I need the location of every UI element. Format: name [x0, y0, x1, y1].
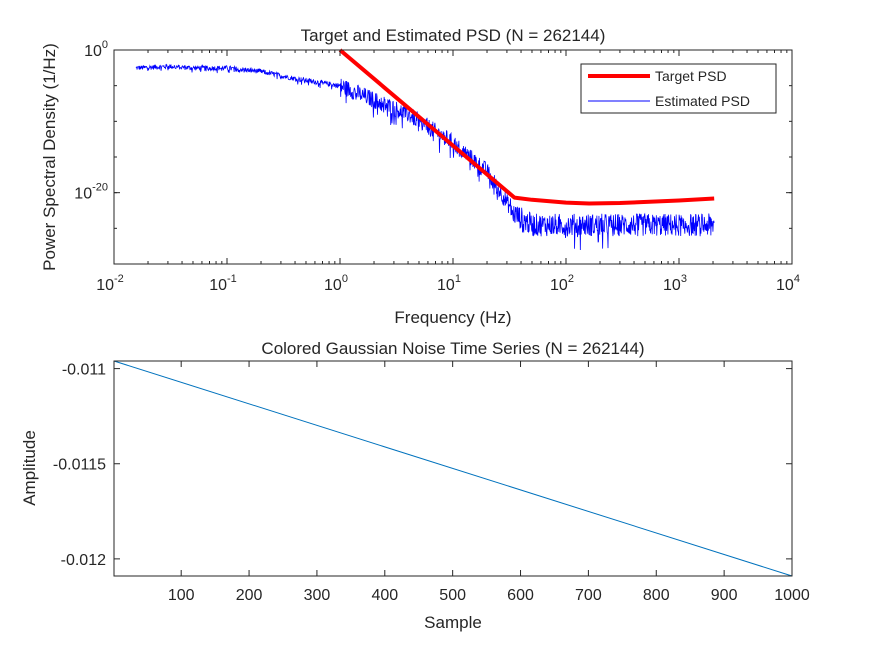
- psd-xtick-label: 10-2: [96, 273, 124, 294]
- psd-xtick-base: 10: [776, 277, 794, 294]
- timeseries-line: [113, 360, 793, 577]
- psd-marks: [135, 48, 715, 250]
- psd-xtick-base: 10: [324, 277, 342, 294]
- ts-ytick-label: -0.012: [61, 552, 106, 569]
- ts-xtick-label: 700: [575, 587, 602, 604]
- ts-title: Colored Gaussian Noise Time Series (N = …: [261, 339, 644, 358]
- psd-xtick-exp: 1: [455, 273, 461, 285]
- psd-xtick-base: 10: [663, 277, 681, 294]
- psd-xtick-exp: 3: [681, 273, 687, 285]
- psd-xtick-label: 104: [776, 273, 800, 294]
- psd-xtick-label: 10-1: [209, 273, 237, 294]
- ts-xtick-label: 500: [439, 587, 466, 604]
- psd-xtick-exp: -2: [114, 273, 124, 285]
- psd-xlabel: Frequency (Hz): [394, 308, 511, 327]
- ts-ytick-label: -0.011: [62, 362, 106, 379]
- legend-label-target: Target PSD: [655, 68, 727, 84]
- ts-xtick-label: 1000: [774, 587, 810, 604]
- psd-ytick-base: 10: [84, 43, 102, 60]
- ts-xtick-label: 100: [168, 587, 195, 604]
- psd-title: Target and Estimated PSD (N = 262144): [301, 26, 606, 45]
- ts-xlabel: Sample: [424, 613, 482, 632]
- ts-xtick-label: 800: [643, 587, 670, 604]
- psd-xtick-base: 10: [209, 277, 227, 294]
- psd-xtick-label: 100: [324, 273, 348, 294]
- legend-box: [580, 63, 777, 114]
- psd-xtick-base: 10: [96, 277, 114, 294]
- psd-ytick-base: 10: [74, 186, 92, 203]
- ts-ylabel: Amplitude: [20, 430, 39, 506]
- psd-ytick-label: 10-20: [74, 182, 108, 203]
- psd-xtick-exp: 4: [794, 273, 800, 285]
- psd-ytick-exp: 0: [102, 39, 108, 51]
- legend-label-estimated: Estimated PSD: [655, 93, 750, 109]
- ts-xtick-label: 600: [507, 587, 534, 604]
- psd-xtick-base: 10: [437, 277, 455, 294]
- ts-xtick-label: 900: [711, 587, 738, 604]
- psd-ylabel: Power Spectral Density (1/Hz): [40, 43, 59, 271]
- psd-xtick-base: 10: [550, 277, 568, 294]
- ts-ticks: 100 200 300 400 500 600 700 800 900 1000 -0.011 -0.…: [53, 361, 810, 604]
- psd-xtick-exp: 0: [342, 273, 348, 285]
- psd-xtick-exp: 2: [568, 273, 574, 285]
- ts-ytick-label: -0.0115: [53, 457, 106, 474]
- psd-xtick-exp: -1: [227, 273, 237, 285]
- psd-xtick-label: 101: [437, 273, 461, 294]
- ts-xtick-label: 400: [371, 587, 398, 604]
- ts-xtick-label: 200: [236, 587, 263, 604]
- psd-ytick-label: 100: [84, 39, 108, 60]
- psd-ytick-exp: -20: [92, 182, 108, 194]
- psd-xtick-label: 103: [663, 273, 687, 294]
- psd-legend: Target PSD Estimated PSD: [580, 63, 777, 114]
- timeseries-plot: 100 200 300 400 500 600 700 800 900 1000 -0.011 -0.…: [20, 339, 810, 632]
- ts-xtick-label: 300: [304, 587, 331, 604]
- ts-marks: [113, 360, 793, 577]
- target-psd-line: [338, 48, 715, 206]
- psd-xtick-label: 102: [550, 273, 574, 294]
